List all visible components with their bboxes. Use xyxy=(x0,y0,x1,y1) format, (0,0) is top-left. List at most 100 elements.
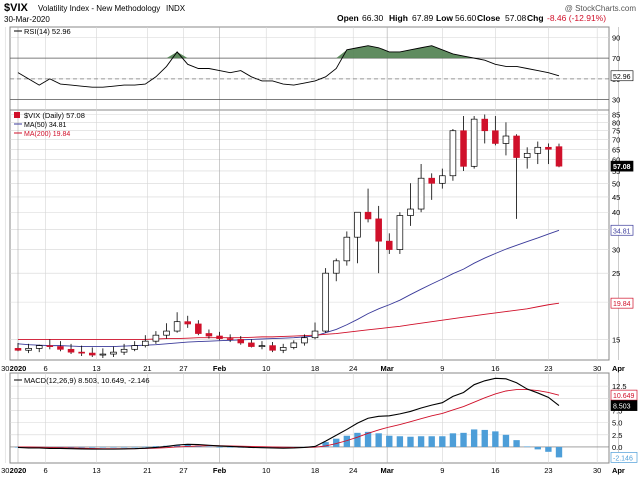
candle-body xyxy=(258,345,266,347)
exchange: INDX xyxy=(166,4,186,13)
macd-value-tag xyxy=(610,389,638,401)
grid xyxy=(4,27,619,463)
macd-x-tick: 30 xyxy=(593,466,601,475)
macd-x-tick: 13 xyxy=(92,466,100,475)
open-value: 66.30 xyxy=(362,13,384,23)
rsi-legend-label: RSI(14) 52.96 xyxy=(24,27,71,36)
ma50-legend-label: MA(50) 34.81 xyxy=(24,122,67,129)
price-x-tick: 24 xyxy=(349,364,357,373)
candle-body xyxy=(248,342,255,347)
candle-body xyxy=(142,340,149,346)
chart-date: 30-Mar-2020 xyxy=(4,15,50,24)
rsi-y-tick: 90 xyxy=(612,33,620,42)
candle-body xyxy=(354,211,361,238)
close-label: Close xyxy=(477,13,500,23)
candle-body xyxy=(35,345,43,349)
price-y-tick: 50 xyxy=(612,179,620,188)
macd-y-tick: 5.0 xyxy=(612,419,622,428)
open-label: Open xyxy=(337,13,359,23)
price-value-tag-label: 19.84 xyxy=(613,301,631,308)
chart-header: $VIX Volatility Index - New Methodology … xyxy=(4,2,636,24)
macd-panel xyxy=(9,372,610,464)
macd-x-tick: 10 xyxy=(262,466,270,475)
candle-body xyxy=(470,118,478,167)
candle-body xyxy=(449,130,457,177)
candle-body xyxy=(545,146,552,150)
price-panel xyxy=(9,109,610,361)
candle-body xyxy=(237,339,245,344)
instrument-name: Volatility Index - New Methodology xyxy=(38,4,160,13)
candle-body xyxy=(322,272,329,332)
candle-body xyxy=(502,135,510,144)
candle-body xyxy=(481,118,489,132)
price-x-tick: Feb xyxy=(213,364,227,373)
rsi-line xyxy=(17,45,560,88)
macd-x-tick: 2020 xyxy=(10,466,27,475)
candle-body xyxy=(523,152,531,158)
change-label: Chg xyxy=(527,13,544,23)
macd-histogram-bar xyxy=(502,434,510,447)
macd-histogram-bar xyxy=(470,429,478,447)
macd-histogram-bar xyxy=(449,433,457,447)
macd-histogram-bar xyxy=(226,446,234,448)
rsi-plot xyxy=(10,45,609,101)
candle-body xyxy=(279,347,287,351)
candle-body xyxy=(332,260,340,274)
price-x-tick: 18 xyxy=(311,364,319,373)
candle-body xyxy=(269,345,276,351)
price-legend-label: $VIX (Daily) 57.08 xyxy=(24,111,85,120)
macd-histogram-bar xyxy=(386,435,393,447)
candle-body xyxy=(386,240,393,250)
macd-histogram-bar xyxy=(184,444,191,447)
ma50-line xyxy=(17,229,560,347)
macd-value-tag xyxy=(610,452,638,463)
macd-y-tick: 12.5 xyxy=(612,382,627,391)
macd-histogram-bar xyxy=(120,446,128,448)
candle-body xyxy=(46,345,54,347)
macd-histogram-bar xyxy=(375,433,382,447)
macd-x-tick: 6 xyxy=(43,466,47,475)
macd-x-tick: 27 xyxy=(179,466,187,475)
candle-body xyxy=(439,175,446,184)
price-value-tag xyxy=(610,297,634,309)
macd-x-tick: Feb xyxy=(213,466,227,475)
macd-x-tick: 9 xyxy=(440,466,444,475)
candle-body xyxy=(173,321,181,332)
macd-histogram-bar xyxy=(142,446,149,448)
price-x-tick: 10 xyxy=(262,364,270,373)
macd-histogram-bar xyxy=(481,429,488,447)
macd-x-tick: 24 xyxy=(349,466,357,475)
macd-histogram-bar xyxy=(534,446,541,450)
macd-histogram-bar xyxy=(343,435,351,447)
macd-histogram-bar xyxy=(333,438,340,447)
candle-body xyxy=(301,337,308,344)
low-value: 56.60 xyxy=(455,13,477,23)
macd-histogram-bar xyxy=(460,432,467,447)
macd-value-tag-label: -2.146 xyxy=(613,455,633,462)
macd-histogram-bar xyxy=(545,446,552,452)
watermark: @ StockCharts.com xyxy=(565,4,637,13)
candle-body xyxy=(311,330,319,339)
candle-body xyxy=(375,218,382,242)
rsi-y-tick: 30 xyxy=(612,96,620,105)
macd-histogram-bar xyxy=(89,446,96,448)
price-x-tick: 21 xyxy=(143,364,151,373)
candle-body xyxy=(226,338,234,340)
macd-histogram-bar xyxy=(322,442,329,447)
price-y-tick: 45 xyxy=(612,193,620,202)
macd-histogram-bar xyxy=(523,446,531,448)
price-y-tick: 70 xyxy=(612,136,620,145)
macd-histogram-bar xyxy=(492,431,499,447)
price-y-tick: 30 xyxy=(612,246,620,255)
axes: 3050709052.96152025303540455055606570758… xyxy=(1,33,638,475)
candle-body xyxy=(99,353,107,356)
macd-histogram-bar xyxy=(428,436,435,447)
candle-body xyxy=(513,135,520,158)
macd-histogram-bar xyxy=(354,432,361,447)
rsi-value-tag-label: 52.96 xyxy=(613,74,631,81)
price-x-tick: 27 xyxy=(179,364,187,373)
rsi-y-tick: 70 xyxy=(612,54,620,63)
candle-body xyxy=(428,177,435,184)
high-label: High xyxy=(389,13,408,23)
candle-body xyxy=(88,352,96,356)
